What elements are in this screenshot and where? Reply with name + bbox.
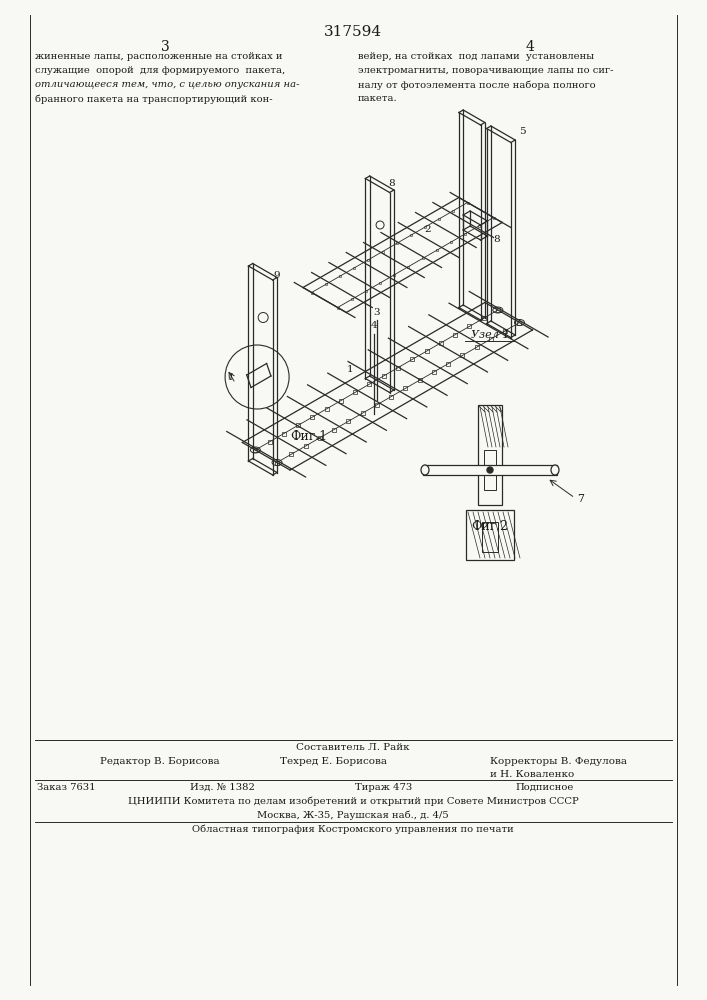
Text: 8: 8: [493, 235, 500, 244]
Text: 4: 4: [371, 322, 378, 330]
Text: Узел 1: Узел 1: [471, 330, 509, 340]
Text: Фиг.1: Фиг.1: [290, 430, 327, 443]
Text: Изд. № 1382: Изд. № 1382: [190, 783, 255, 792]
Text: жиненные лапы, расположенные на стойках и: жиненные лапы, расположенные на стойках …: [35, 52, 283, 61]
Text: Фиг.2: Фиг.2: [472, 520, 508, 533]
Bar: [482, 522, 498, 552]
Text: 3: 3: [160, 40, 170, 54]
Text: 5: 5: [520, 127, 526, 136]
Text: Москва, Ж-35, Раушская наб., д. 4/5: Москва, Ж-35, Раушская наб., д. 4/5: [257, 810, 449, 820]
Bar: [466, 510, 514, 560]
Text: вейер, на стойках  под лапами  установлены: вейер, на стойках под лапами установлены: [358, 52, 594, 61]
Bar: [484, 450, 496, 490]
Text: 1: 1: [228, 373, 234, 382]
Text: 3: 3: [373, 308, 380, 317]
Circle shape: [487, 467, 493, 473]
Text: Подписное: Подписное: [515, 783, 573, 792]
Text: служащие  опорой  для формируемого  пакета,: служащие опорой для формируемого пакета,: [35, 66, 285, 75]
Text: 317594: 317594: [324, 25, 382, 39]
Bar: [478, 405, 502, 505]
Text: Техред Е. Борисова: Техред Е. Борисова: [280, 757, 387, 766]
Text: бранного пакета на транспортирующий кон-: бранного пакета на транспортирующий кон-: [35, 94, 273, 104]
Ellipse shape: [421, 465, 429, 475]
Text: 2: 2: [424, 226, 431, 234]
Text: отличающееся тем, что, с целью опускания на-: отличающееся тем, что, с целью опускания…: [35, 80, 300, 89]
Text: 1: 1: [346, 365, 353, 374]
Text: электромагниты, поворачивающие лапы по сиг-: электромагниты, поворачивающие лапы по с…: [358, 66, 614, 75]
Text: Заказ 7631: Заказ 7631: [37, 783, 95, 792]
Text: и Н. Коваленко: и Н. Коваленко: [490, 770, 574, 779]
Text: Редактор В. Борисова: Редактор В. Борисова: [100, 757, 220, 766]
Text: Составитель Л. Райк: Составитель Л. Райк: [296, 743, 410, 752]
Text: Областная типография Костромского управления по печати: Областная типография Костромского управл…: [192, 825, 514, 834]
Text: 4: 4: [525, 40, 534, 54]
Text: Корректоры В. Федулова: Корректоры В. Федулова: [490, 757, 627, 766]
Text: Тираж 473: Тираж 473: [355, 783, 412, 792]
Text: 9: 9: [274, 270, 281, 279]
Text: налу от фотоэлемента после набора полного: налу от фотоэлемента после набора полног…: [358, 80, 595, 90]
Text: 7: 7: [577, 494, 584, 504]
Text: 8: 8: [388, 178, 395, 188]
Ellipse shape: [551, 465, 559, 475]
Bar: [423, 465, 557, 475]
Text: пакета.: пакета.: [358, 94, 397, 103]
Text: ЦНИИПИ Комитета по делам изобретений и открытий при Совете Министров СССР: ЦНИИПИ Комитета по делам изобретений и о…: [128, 797, 578, 806]
